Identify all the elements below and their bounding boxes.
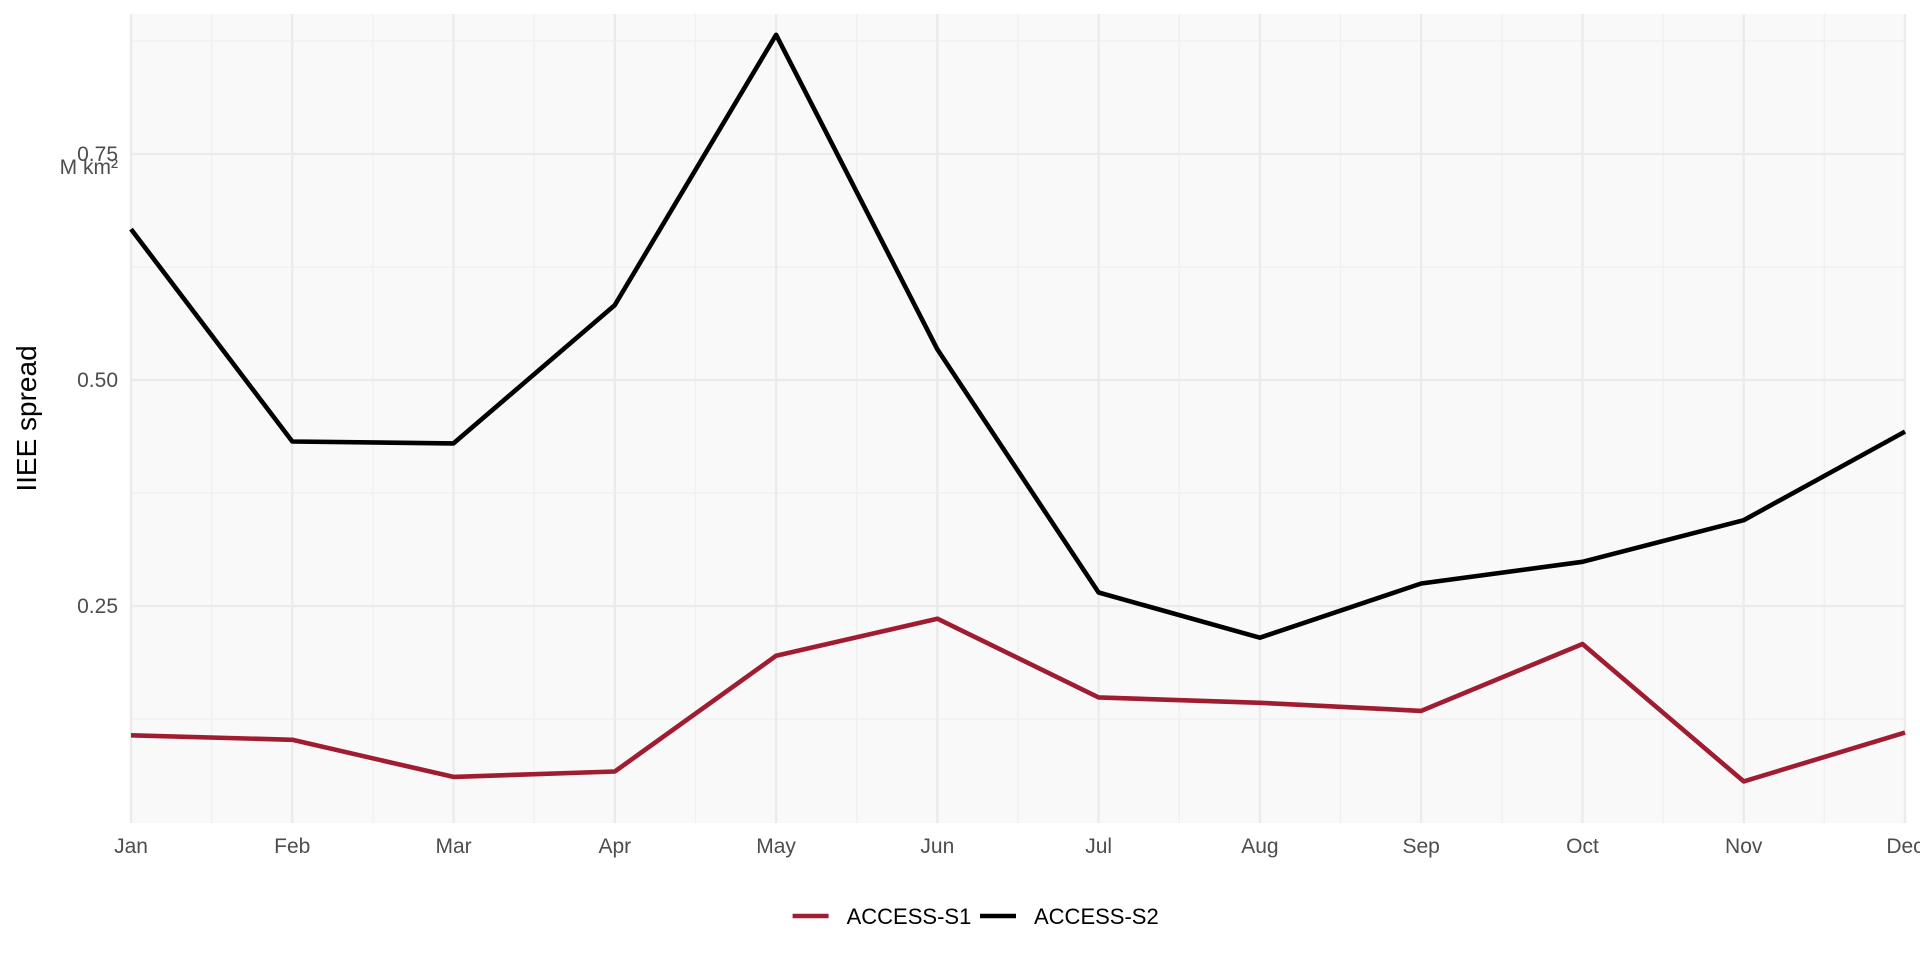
x-tick-label: Oct bbox=[1566, 835, 1599, 858]
x-tick-label: Nov bbox=[1725, 835, 1763, 858]
x-tick-label: Feb bbox=[274, 835, 310, 858]
y-tick-label: 0.25 bbox=[77, 595, 118, 618]
y-axis-title: IIEE spread bbox=[11, 345, 42, 491]
legend-label-access-s1: ACCESS-S1 bbox=[847, 904, 972, 929]
y-tick-label: 0.50 bbox=[77, 369, 118, 392]
x-tick-label: May bbox=[756, 835, 796, 858]
x-tick-label: Apr bbox=[598, 835, 631, 858]
x-tick-label: Jul bbox=[1085, 835, 1112, 858]
x-tick-label: Mar bbox=[435, 835, 471, 858]
x-tick-label: Jun bbox=[920, 835, 954, 858]
legend: ACCESS-S1 ACCESS-S2 bbox=[792, 904, 1159, 929]
y-tick-label: 0.75 bbox=[77, 143, 118, 166]
series-line-access-s2 bbox=[129, 32, 1907, 641]
legend-label-access-s2: ACCESS-S2 bbox=[1034, 904, 1159, 929]
grid-major bbox=[129, 14, 1907, 823]
y-axis-tick-labels: 0.25 0.50 0.75 bbox=[77, 143, 118, 618]
x-tick-label: Sep bbox=[1402, 835, 1439, 858]
series-line-access-s1 bbox=[130, 616, 1906, 784]
grid-minor bbox=[131, 14, 1905, 823]
x-tick-label: Dec bbox=[1886, 835, 1920, 858]
series-layer bbox=[129, 32, 1907, 784]
x-axis-tick-labels: Jan Feb Mar Apr May Jun Jul Aug Sep Oct Nov Dec bbox=[114, 835, 1920, 858]
x-tick-label: Aug bbox=[1241, 835, 1278, 858]
x-tick-label: Jan bbox=[114, 835, 148, 858]
y-axis-unit-label: M km² bbox=[60, 156, 118, 179]
